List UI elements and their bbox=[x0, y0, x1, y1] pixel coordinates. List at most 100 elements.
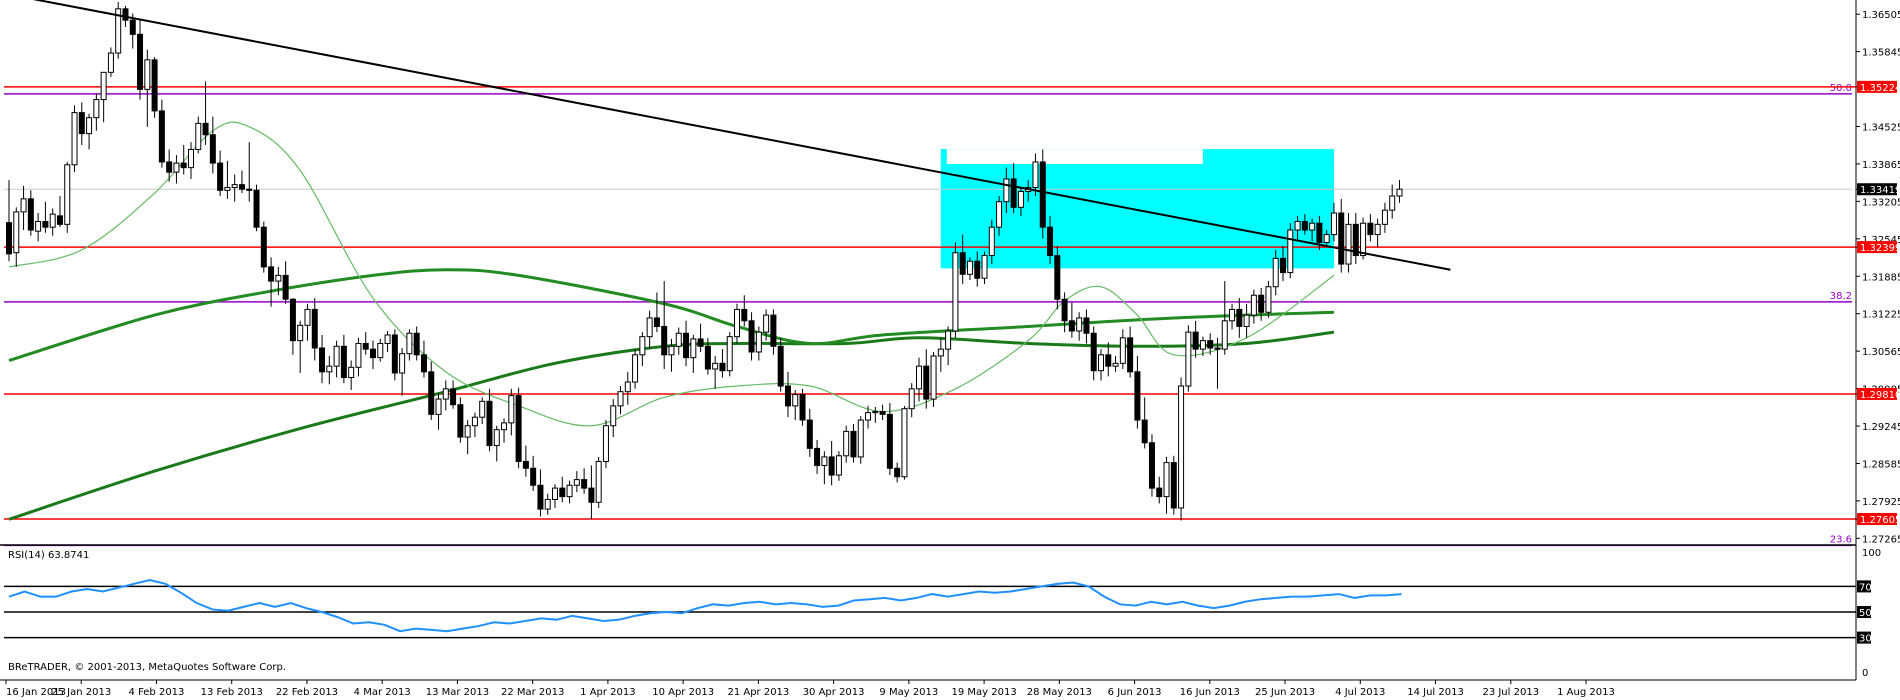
candle-body-bear bbox=[450, 388, 457, 406]
candle-body-bull bbox=[275, 274, 282, 282]
candle-body-bull bbox=[552, 487, 558, 500]
candle-body-bear bbox=[1134, 371, 1141, 421]
candle-body-bear bbox=[748, 320, 755, 353]
candle-body-bull bbox=[406, 332, 413, 355]
candle-body-bear bbox=[1061, 298, 1068, 322]
candle-body-bear bbox=[1207, 340, 1214, 349]
rsi-scale-label: 100 bbox=[1862, 548, 1881, 559]
candle-body-bear bbox=[581, 479, 588, 489]
candle-body-bull bbox=[13, 211, 20, 254]
candle-body-bear bbox=[137, 33, 144, 90]
highlight-zone-notch bbox=[940, 149, 1203, 164]
candle-body-bear bbox=[56, 215, 63, 225]
candle-body-bear bbox=[486, 400, 493, 447]
price-tick-label: 1.30565 bbox=[1862, 347, 1900, 358]
candle-body-bear bbox=[1068, 320, 1075, 332]
candle-body-bear bbox=[420, 354, 427, 373]
rsi-scale-label: 50 bbox=[1859, 608, 1872, 619]
candle-body-bull bbox=[821, 456, 828, 466]
candle-body-bear bbox=[522, 460, 529, 469]
candle-body-bull bbox=[573, 479, 580, 486]
candle-body-bull bbox=[624, 381, 631, 393]
time-tick-label: 19 May 2013 bbox=[951, 687, 1016, 698]
candle-body-bull bbox=[937, 348, 944, 357]
price-tick-label: 1.29245 bbox=[1862, 422, 1900, 433]
price-tick-label: 1.33865 bbox=[1862, 160, 1900, 171]
rsi-level-tag bbox=[1857, 580, 1871, 593]
candle-body-bear bbox=[719, 362, 726, 372]
candle-body-bear bbox=[158, 110, 165, 163]
candle-body-bull bbox=[1381, 209, 1388, 225]
candle-body-bear bbox=[683, 332, 690, 359]
candle-body-bull bbox=[348, 366, 355, 379]
candle-body-bear bbox=[741, 308, 748, 322]
price-tag-label: 1.35224 bbox=[1860, 83, 1900, 94]
candle-body-bull bbox=[1032, 161, 1039, 188]
candle-body-bull bbox=[988, 226, 995, 257]
candle-body-bear bbox=[784, 385, 791, 407]
candle-body-bear bbox=[850, 430, 857, 458]
candle-body-bear bbox=[959, 252, 966, 275]
candle-body-bull bbox=[464, 425, 471, 438]
candle-body-bear bbox=[151, 59, 158, 112]
candle-body-bull bbox=[1287, 229, 1294, 274]
time-tick-label: 16 Jun 2013 bbox=[1180, 687, 1240, 698]
time-tick-label: 4 Mar 2013 bbox=[354, 687, 411, 698]
candle-body-bull bbox=[384, 334, 391, 344]
candle-body-bear bbox=[704, 345, 711, 370]
candle-body-bull bbox=[399, 353, 406, 374]
candle-body-bear bbox=[42, 221, 49, 228]
moving-average-slow bbox=[8, 330, 1335, 521]
candle-body-bear bbox=[209, 134, 216, 164]
candle-body-bear bbox=[697, 338, 704, 347]
candle-body-bear bbox=[457, 404, 464, 438]
candle-body-bear bbox=[653, 317, 660, 327]
time-tick-label: 10 Apr 2013 bbox=[652, 687, 714, 698]
candle-body-bear bbox=[1214, 347, 1221, 350]
candle-body-bear bbox=[537, 484, 544, 510]
time-tick-label: 30 Apr 2013 bbox=[803, 687, 865, 698]
candle-body-bull bbox=[326, 365, 333, 373]
time-tick-label: 28 May 2013 bbox=[1027, 687, 1092, 698]
candle-body-bear bbox=[1338, 212, 1345, 265]
candle-body-bear bbox=[202, 122, 209, 136]
candle-body-bear bbox=[1047, 226, 1054, 257]
candle-body-bear bbox=[806, 419, 813, 449]
moving-average-fast bbox=[8, 121, 1335, 427]
candle-body-bear bbox=[770, 314, 777, 347]
fib-level-label: 50.0 bbox=[1830, 83, 1852, 94]
descending-trendline bbox=[32, 0, 1451, 271]
price-tag-label: 1.33419 bbox=[1860, 185, 1900, 196]
candle-body-bear bbox=[1367, 222, 1374, 236]
candle-body-bull bbox=[763, 314, 770, 333]
candle-body-bull bbox=[668, 345, 675, 356]
candle-body-bull bbox=[195, 122, 202, 150]
candle-body-bear bbox=[1156, 487, 1163, 498]
candle-body-bull bbox=[544, 498, 551, 510]
candle-body-bear bbox=[1090, 332, 1097, 372]
price-tag-box bbox=[1857, 387, 1897, 400]
price-tag-label: 1.27605 bbox=[1860, 515, 1900, 526]
candle-body-bull bbox=[304, 308, 311, 326]
candle-body-bear bbox=[260, 226, 267, 268]
candle-body-bear bbox=[27, 198, 34, 231]
time-tick-label: 1 Apr 2013 bbox=[580, 687, 635, 698]
candle-body-bull bbox=[865, 412, 872, 421]
candle-body-bull bbox=[981, 255, 988, 279]
candle-body-bull bbox=[1185, 331, 1192, 387]
rsi-level-tag bbox=[1857, 631, 1871, 644]
candle-body-bull bbox=[355, 342, 362, 368]
candle-body-bull bbox=[835, 455, 842, 476]
candle-body-bull bbox=[442, 388, 449, 400]
price-axis: 1.36505 1.35845 1.35224 1.34525 1.33865 1.334… bbox=[1856, 10, 1900, 545]
candle-body-bear bbox=[814, 447, 821, 466]
candle-body-bear bbox=[1170, 462, 1177, 509]
time-tick-label: 22 Feb 2013 bbox=[276, 687, 338, 698]
candle-body-bull bbox=[297, 324, 304, 342]
candle-body-bull bbox=[1003, 178, 1010, 203]
time-tick-label: 6 Jun 2013 bbox=[1108, 687, 1162, 698]
candle-body-bull bbox=[1345, 223, 1352, 265]
candle-body-bull bbox=[1076, 317, 1083, 332]
candle-body-bull bbox=[595, 460, 602, 503]
candle-body-bear bbox=[1352, 223, 1359, 257]
